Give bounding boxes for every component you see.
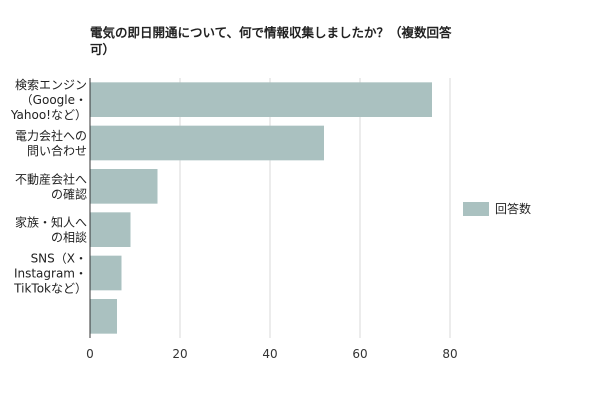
bar [90, 125, 324, 161]
category-label: 家族・知人への相談 [15, 215, 87, 245]
x-tick-label: 80 [442, 347, 457, 361]
bar [90, 255, 122, 291]
bar [90, 82, 432, 117]
x-tick-label: 20 [172, 347, 187, 361]
category-label: 不動産会社への確認 [15, 171, 87, 201]
legend-swatch [463, 202, 489, 216]
bar [90, 212, 131, 247]
category-label: 検索エンジン（Google・ Yahoo!など） [10, 78, 87, 122]
chart-title: 電気の即日開通について、何で情報収集しましたか？（複数回答可） [90, 25, 452, 57]
bar [90, 299, 117, 334]
category-label: SNS（X・ Instagram・ TikTokなど） [13, 252, 87, 296]
x-tick-label: 60 [352, 347, 367, 361]
bar [90, 169, 158, 204]
x-tick-label: 0 [86, 347, 94, 361]
category-label: 電力会社への問い合わせ [15, 128, 87, 158]
x-tick-label: 40 [262, 347, 277, 361]
legend-label: 回答数 [495, 201, 531, 216]
